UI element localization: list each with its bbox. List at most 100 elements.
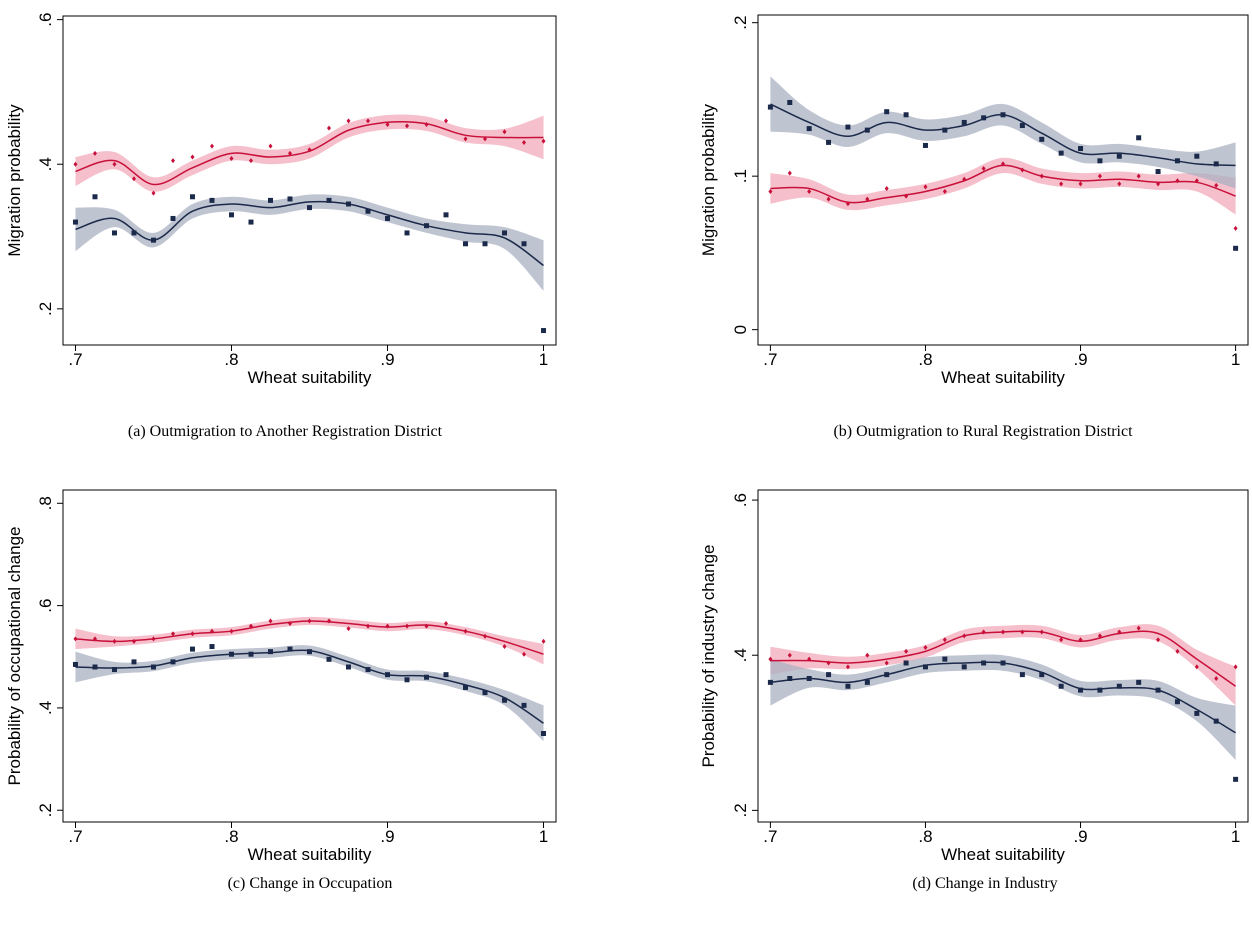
point <box>904 193 909 199</box>
point <box>170 215 176 221</box>
point <box>268 143 273 149</box>
point <box>248 158 253 164</box>
y-tick-label: .2 <box>731 16 750 30</box>
point <box>365 667 371 673</box>
point <box>1213 161 1219 167</box>
x-tick-label: .7 <box>763 350 777 369</box>
point <box>366 623 371 629</box>
point <box>1136 173 1141 179</box>
point <box>522 140 527 146</box>
y-tick-label: .4 <box>36 701 55 715</box>
point <box>768 189 773 195</box>
point <box>287 150 292 156</box>
point <box>1097 158 1103 164</box>
x-tick-label: .7 <box>763 827 777 846</box>
plot-frame <box>757 14 1249 346</box>
point <box>1059 181 1064 187</box>
point <box>1233 664 1238 670</box>
x-axis-label: Wheat suitability <box>941 368 1065 387</box>
point <box>405 623 410 629</box>
y-tick-label: .2 <box>36 803 55 817</box>
point <box>92 636 97 642</box>
point <box>483 633 488 639</box>
point <box>1213 718 1219 724</box>
point <box>228 651 234 657</box>
point <box>787 652 792 658</box>
point <box>962 633 967 639</box>
point <box>1136 135 1142 141</box>
caption: (a) Outmigration to Another Registration… <box>128 423 443 440</box>
point <box>287 196 293 202</box>
point <box>1078 181 1083 187</box>
point <box>1155 687 1161 693</box>
point <box>1194 153 1200 159</box>
y-tick-label: .8 <box>36 496 55 510</box>
point <box>1019 672 1025 678</box>
point <box>845 201 850 207</box>
point <box>366 118 371 124</box>
x-axis-label: Wheat suitability <box>248 845 372 864</box>
point <box>1116 153 1122 159</box>
point <box>826 660 831 666</box>
point <box>1116 683 1122 689</box>
x-tick-label: .9 <box>1073 350 1087 369</box>
point <box>346 626 351 632</box>
point <box>1194 710 1200 716</box>
point <box>170 158 175 164</box>
point <box>209 143 214 149</box>
point <box>1058 683 1064 689</box>
point <box>807 656 812 662</box>
caption: (b) Outmigration to Rural Registration D… <box>833 423 1133 440</box>
point <box>1136 625 1141 631</box>
point <box>346 201 352 207</box>
point <box>1156 181 1161 187</box>
point <box>884 185 889 191</box>
point <box>521 702 527 708</box>
point <box>482 690 488 696</box>
ci-band <box>770 624 1236 706</box>
point <box>826 672 832 678</box>
point <box>787 675 793 681</box>
point <box>767 679 773 685</box>
point <box>845 683 851 689</box>
point <box>961 119 967 125</box>
point <box>1078 637 1083 643</box>
point <box>787 99 793 105</box>
point <box>248 651 254 657</box>
point <box>1078 687 1084 693</box>
point <box>424 121 429 127</box>
point <box>942 189 947 195</box>
point <box>864 679 870 685</box>
point <box>806 675 812 681</box>
point <box>209 644 215 650</box>
x-tick-label: .8 <box>918 827 932 846</box>
point <box>541 731 547 737</box>
point <box>151 190 156 196</box>
x-axis-label: Wheat suitability <box>941 845 1065 864</box>
y-tick-label: .2 <box>36 302 55 316</box>
point <box>111 667 117 673</box>
point <box>346 664 352 670</box>
point <box>806 126 812 132</box>
point <box>1001 161 1005 167</box>
point <box>1174 158 1180 164</box>
caption: (d) Change in Industry <box>912 875 1057 892</box>
point <box>267 649 273 655</box>
ci-band <box>75 194 544 291</box>
ci-band <box>770 654 1236 760</box>
point <box>190 631 195 637</box>
point <box>903 660 909 666</box>
point <box>981 629 986 635</box>
point <box>228 212 234 218</box>
point <box>502 644 507 650</box>
y-tick-label: .4 <box>731 648 750 662</box>
point <box>444 621 449 627</box>
point <box>131 176 136 182</box>
point <box>1097 687 1103 693</box>
point <box>541 328 547 334</box>
y-tick-label: .6 <box>36 13 55 27</box>
point <box>482 241 488 247</box>
x-tick-label: .7 <box>68 827 82 846</box>
point <box>404 677 410 683</box>
